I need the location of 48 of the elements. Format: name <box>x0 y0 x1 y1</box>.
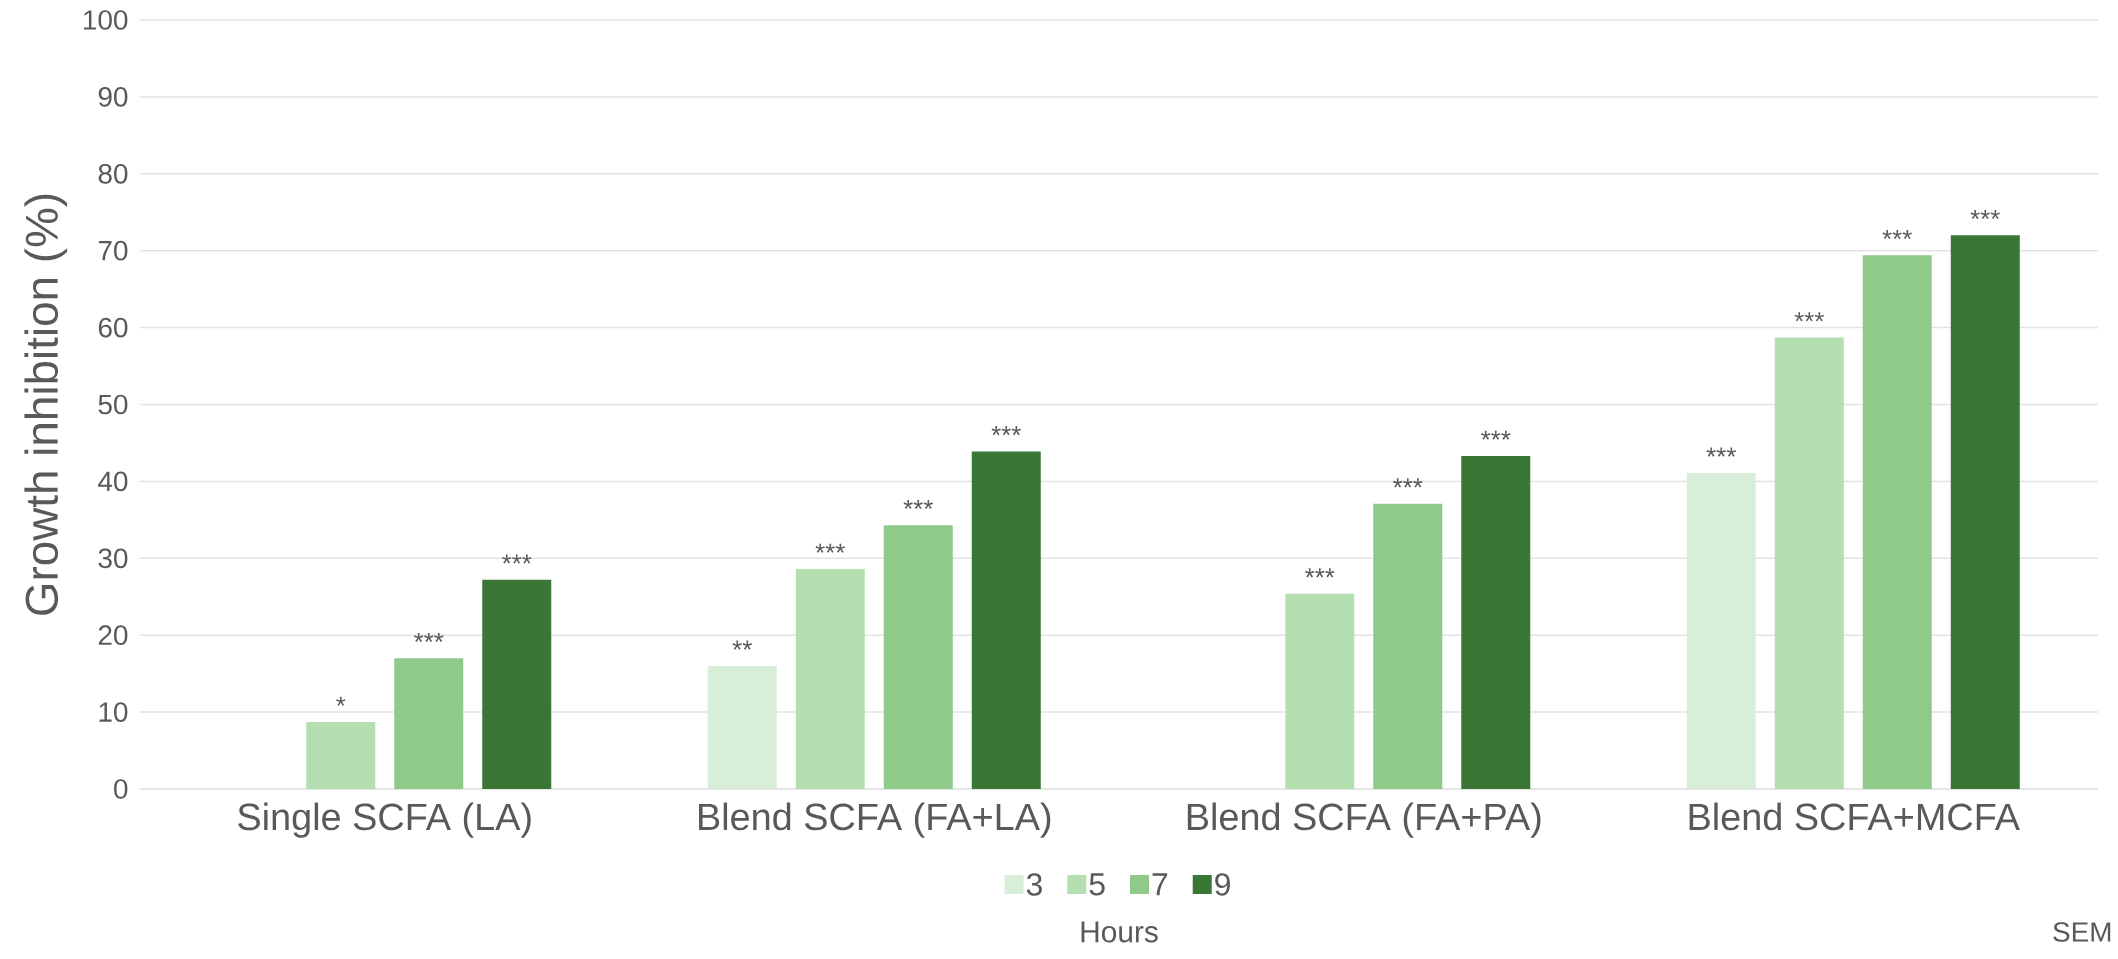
data-label: *** <box>1305 568 1335 578</box>
bar <box>306 722 376 789</box>
legend-label: 7 <box>1152 873 1168 896</box>
x-tick-label: Blend SCFA (FA+PA) <box>1187 802 1541 838</box>
bar <box>1461 456 1531 789</box>
data-label: *** <box>903 499 933 509</box>
y-tick-label: 0 <box>114 779 128 799</box>
data-label: *** <box>1794 312 1824 322</box>
bar <box>795 569 865 789</box>
y-tick-label: 30 <box>98 548 128 569</box>
bar <box>1285 593 1355 789</box>
legend-label: 3 <box>1026 873 1042 896</box>
bar <box>482 579 552 789</box>
data-label: *** <box>502 554 532 564</box>
data-label: *** <box>1706 447 1736 457</box>
data-label: *** <box>991 426 1021 436</box>
data-label: * <box>336 696 346 706</box>
y-axis-title: Growth inhibition (%) <box>24 194 68 615</box>
data-label: ** <box>732 640 752 650</box>
y-tick-label: 90 <box>98 87 128 107</box>
y-tick-label: 70 <box>98 240 128 261</box>
x-tick-label: Blend SCFA+MCFA <box>1689 802 2020 831</box>
data-label: *** <box>815 543 845 553</box>
text: SEM <box>2053 922 2111 942</box>
y-tick-label: 40 <box>98 471 128 492</box>
y-tick-label: 10 <box>99 702 128 722</box>
data-label: *** <box>414 632 444 643</box>
x-tick-label: Single SCFA (LA) <box>238 802 531 838</box>
data-label: *** <box>1393 478 1423 488</box>
legend-label: 9 <box>1215 873 1230 896</box>
data-label: *** <box>1970 209 2000 220</box>
bar <box>1373 503 1443 789</box>
y-tick-label: 20 <box>98 625 128 646</box>
bar <box>883 525 953 789</box>
bar <box>394 658 464 789</box>
x-tick-label: Blend SCFA (FA+LA) <box>699 802 1051 838</box>
legend-title: Hours <box>1081 921 1158 943</box>
bar <box>1950 235 2020 789</box>
legend-label: 5 <box>1089 873 1105 896</box>
y-tick-label: 50 <box>98 394 128 415</box>
bar <box>1862 255 1932 789</box>
y-tick-label: 100 <box>84 10 128 30</box>
bar <box>971 451 1041 789</box>
bar <box>1774 337 1844 789</box>
data-label: *** <box>1481 430 1511 440</box>
y-tick-label: 80 <box>98 163 128 184</box>
data-label: *** <box>1882 229 1912 240</box>
y-tick-label: 60 <box>98 317 128 338</box>
